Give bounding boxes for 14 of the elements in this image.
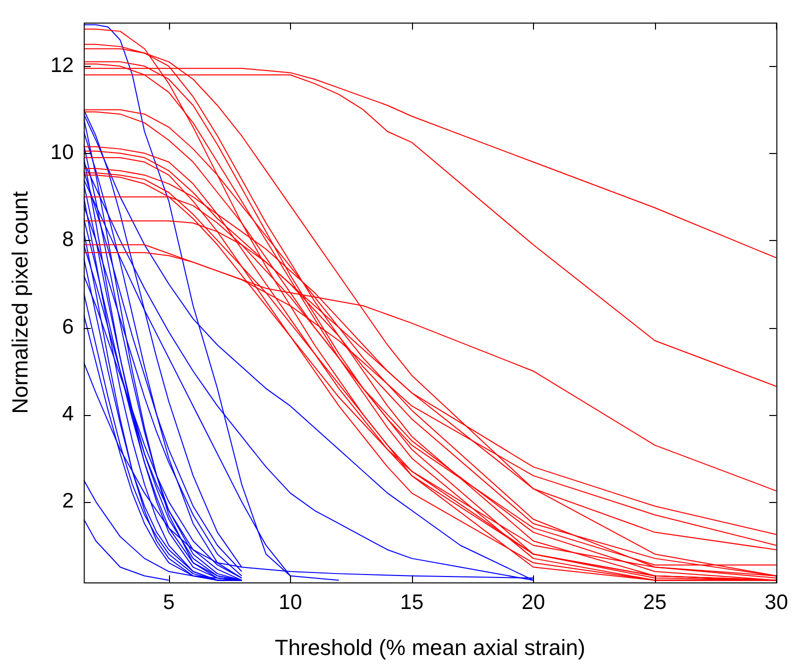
x-axis-title: Threshold (% mean axial strain) — [274, 634, 586, 660]
x-tick-label: 15 — [400, 590, 424, 614]
x-tick-label: 20 — [522, 590, 545, 614]
x-tick-label: 5 — [162, 590, 175, 614]
x-tick-label: 10 — [278, 590, 302, 614]
y-tick-label: 2 — [62, 490, 74, 513]
y-tick-label: 6 — [62, 315, 74, 338]
y-tick-label: 8 — [62, 228, 74, 252]
y-tick-label: 10 — [50, 141, 74, 164]
x-tick-label: 30 — [764, 590, 788, 614]
x-tick-label: 25 — [643, 590, 666, 614]
y-axis-title: Normalized pixel count — [7, 191, 32, 414]
y-tick-label: 12 — [50, 54, 74, 77]
y-tick-label: 4 — [62, 402, 74, 426]
